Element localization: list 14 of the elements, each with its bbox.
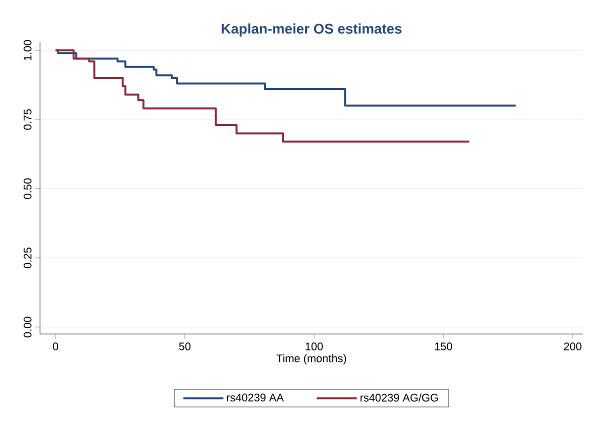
x-tick-label: 0 <box>52 342 58 350</box>
x-axis-title: Time (months) <box>276 354 346 364</box>
x-tick-label: 50 <box>179 342 190 350</box>
x-tick-label: 150 <box>435 342 452 350</box>
chart-title: Kaplan-meier OS estimates <box>222 23 402 36</box>
y-tick-label: 0.25 <box>24 248 32 268</box>
y-tick-label: 0.75 <box>24 109 32 130</box>
x-tick-label: 200 <box>564 342 582 350</box>
legend-label: rs40239 AG/GG <box>360 393 438 402</box>
y-tick-label: 0.00 <box>24 316 32 338</box>
y-tick-label: 1.00 <box>24 40 32 60</box>
x-tick-label: 100 <box>306 342 323 350</box>
legend-label: rs40239 AA <box>227 394 284 402</box>
y-tick-label: 0.50 <box>24 178 32 199</box>
